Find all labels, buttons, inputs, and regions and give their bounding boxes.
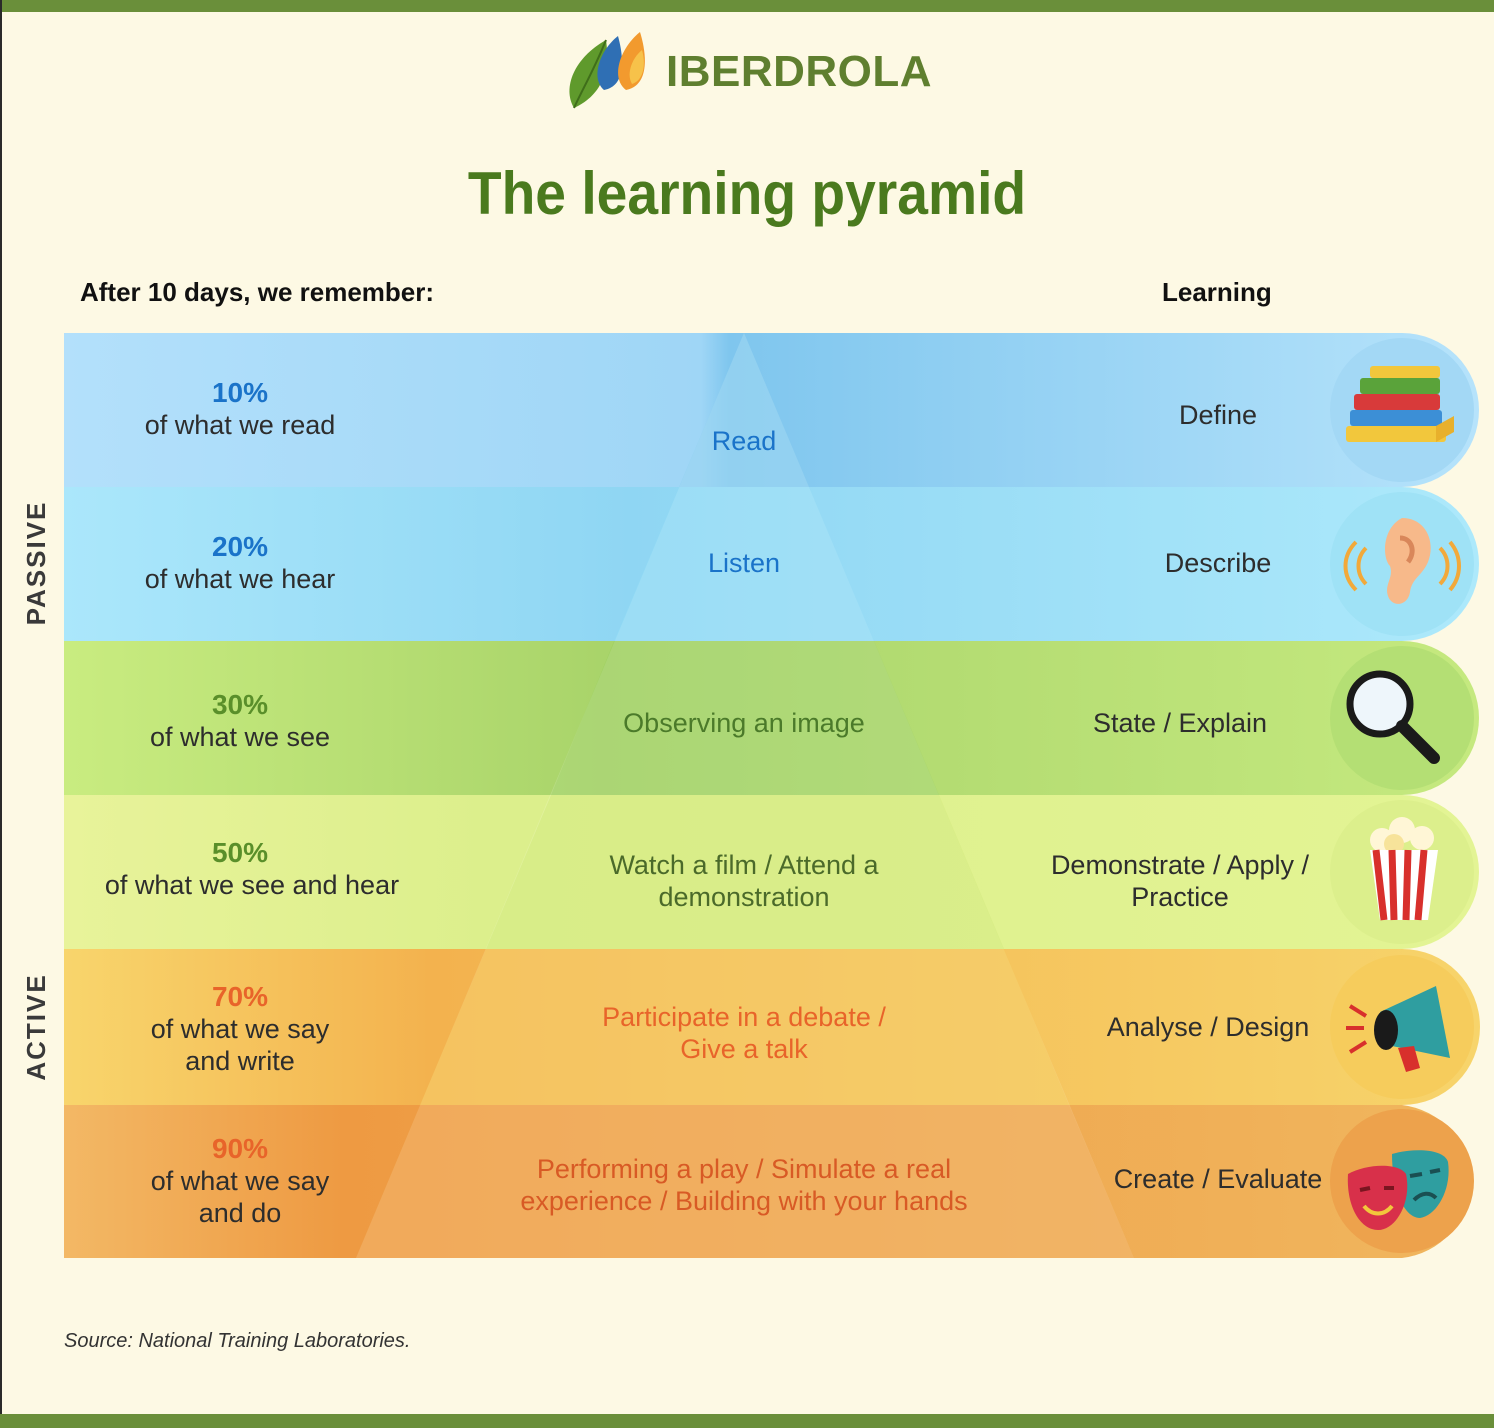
header-learning: Learning	[1162, 277, 1272, 307]
learning-state-explain: State / Explain	[1092, 708, 1268, 738]
passive-label: PASSIVE	[21, 500, 51, 626]
learning-analyse-design: Analyse / Design	[1106, 1012, 1310, 1042]
description-read: of what we read	[144, 410, 336, 440]
percent-listen: 20%	[211, 531, 269, 562]
top-bar	[0, 0, 1494, 12]
percent-perform: 90%	[211, 1133, 269, 1164]
description-perform: of what we say and do	[150, 1166, 330, 1228]
source-note: Source: National Training Laboratories.	[64, 1330, 411, 1352]
band-observe	[64, 641, 1479, 795]
brand-name: IBERDROLA	[666, 47, 933, 96]
description-debate: of what we say and write	[150, 1014, 330, 1076]
band-perform	[64, 1105, 1471, 1258]
percent-read: 10%	[211, 377, 269, 408]
activity-perform: Performing a play / Simulate a real expe…	[520, 1154, 968, 1216]
learning-pyramid	[64, 333, 1480, 1258]
learning-demonstrate: Demonstrate / Apply / Practice	[1050, 850, 1310, 912]
magnifier-icon	[1346, 670, 1440, 764]
percent-debate: 70%	[211, 981, 269, 1012]
page-title: The learning pyramid	[467, 160, 1027, 227]
left-border	[0, 0, 2, 1428]
iberdrola-logo-icon	[569, 32, 645, 109]
band-listen	[64, 487, 1479, 641]
activity-read: Read	[711, 426, 777, 456]
description-listen: of what we hear	[144, 564, 336, 594]
active-label: ACTIVE	[21, 973, 51, 1081]
percent-observe: 30%	[211, 689, 269, 720]
header-remember: After 10 days, we remember:	[80, 277, 435, 307]
books-icon	[1346, 366, 1454, 442]
description-watch: of what we see and hear	[104, 870, 400, 900]
percent-watch: 50%	[211, 837, 269, 868]
band-debate	[64, 949, 1480, 1105]
band-watch	[64, 795, 1479, 949]
activity-listen: Listen	[707, 548, 781, 578]
description-observe: of what we see	[149, 722, 331, 752]
megaphone-icon	[1346, 986, 1450, 1072]
bottom-bar	[0, 1414, 1494, 1428]
learning-create-evaluate: Create / Evaluate	[1113, 1164, 1323, 1194]
learning-describe: Describe	[1164, 548, 1272, 578]
activity-watch: Watch a film / Attend a demonstration	[609, 850, 879, 912]
theater-masks-icon	[1347, 1150, 1449, 1230]
popcorn-icon	[1370, 817, 1438, 921]
learning-define: Define	[1178, 400, 1258, 430]
activity-debate: Participate in a debate / Give a talk	[602, 1002, 886, 1064]
ear-icon	[1343, 518, 1461, 604]
activity-observe: Observing an image	[623, 708, 865, 738]
